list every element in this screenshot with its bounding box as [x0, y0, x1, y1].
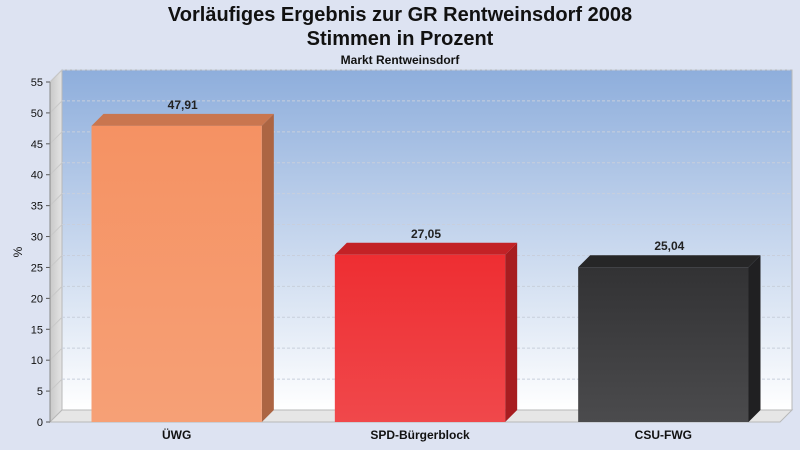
grid-line-side — [49, 193, 63, 206]
y-tick-label: 20 — [31, 293, 43, 305]
grid-line-side — [49, 378, 63, 392]
bar-3 — [578, 255, 761, 422]
grid-line-side — [49, 100, 63, 114]
chart-title-line2: Stimmen in Prozent — [306, 28, 494, 50]
y-tick-label: 55 — [31, 77, 43, 89]
bar-side — [505, 242, 518, 422]
grid-line-side — [49, 286, 63, 299]
bar-front — [334, 254, 506, 422]
data-label: 47,91 — [168, 98, 198, 112]
bar-2 — [334, 242, 518, 422]
bar-top — [91, 113, 274, 126]
y-axis: 0 5 10 15 20 25 30 35 40 45 50 55% — [11, 77, 51, 429]
bar-side — [748, 255, 761, 422]
y-tick-label: 25 — [31, 262, 43, 274]
bar-1 — [91, 113, 274, 422]
y-tick-label: 15 — [31, 324, 43, 336]
y-tick-label: 50 — [31, 108, 43, 120]
chart-title: Vorläufiges Ergebnis zur GR Rentweinsdor… — [167, 4, 633, 26]
grid-line-side — [49, 131, 63, 145]
bar-front — [91, 125, 262, 422]
grid-line-side — [49, 347, 63, 361]
grid-line-side — [49, 255, 63, 268]
y-tick-label: 40 — [31, 170, 43, 182]
y-tick-label: 30 — [31, 232, 43, 244]
x-axis: ÜWG SPD-Bürgerblock CSU-FWG — [162, 427, 692, 442]
x-tick-label: ÜWG — [162, 427, 191, 442]
y-tick-label: 10 — [31, 355, 43, 367]
grid-line-side — [49, 224, 63, 237]
x-tick-label: CSU-FWG — [635, 428, 692, 442]
y-axis-label: % — [11, 246, 25, 257]
y-tick-label: 5 — [37, 386, 43, 398]
bar-side — [261, 113, 274, 422]
y-tick-label: 35 — [31, 201, 43, 213]
plot-side-wall — [49, 68, 63, 424]
bar-front — [578, 267, 749, 422]
y-tick-label: 0 — [37, 417, 43, 429]
grid-line-side — [49, 316, 63, 330]
bar-top — [578, 255, 761, 268]
y-tick-label: 45 — [31, 139, 43, 151]
data-label: 27,05 — [411, 227, 441, 241]
data-label: 25,04 — [654, 239, 684, 253]
grid-line-side — [49, 69, 63, 83]
x-tick-label: SPD-Bürgerblock — [370, 428, 470, 442]
chart-subtitle: Markt Rentweinsdorf — [340, 53, 460, 67]
bars: 47,91 27,05 25,04 — [91, 98, 761, 422]
bar-top — [334, 242, 518, 255]
grid-line-side — [49, 162, 63, 176]
